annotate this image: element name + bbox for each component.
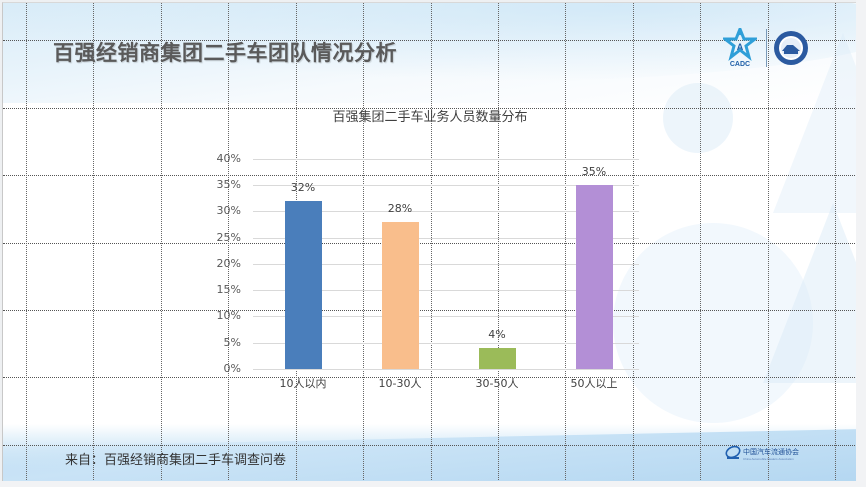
guide-line [3,108,857,109]
guide-line [3,445,857,446]
value-label: 4% [488,328,506,341]
y-tick: 20% [216,257,241,270]
guide-line [498,3,499,482]
y-tick: 25% [216,231,241,244]
svg-text:CADC: CADC [730,61,750,68]
gridline [253,316,639,317]
gridline [253,264,639,265]
gridline [253,290,639,291]
y-tick: 40% [216,152,241,165]
gridline [253,185,639,186]
y-tick: 10% [216,309,241,322]
chart-title: 百强集团二手车业务人员数量分布 [332,110,528,125]
x-tick: 30-50人 [475,377,519,390]
bar-10-30[interactable] [382,222,419,369]
guide-line [768,3,769,482]
cadc-logo-icon: A CADC [723,28,757,68]
guide-line [3,377,857,378]
bar-10-or-fewer[interactable] [285,201,322,369]
y-tick: 35% [216,178,241,191]
guide-line [3,243,857,244]
guide-line [3,175,857,176]
guide-line [93,3,94,482]
watermark-arc [613,223,813,423]
bar-chart: 0% 5% 10% 15% 20% 25% 30% 35% 40% 32% 28… [217,152,639,390]
x-tick: 10人以内 [279,377,327,390]
gridline [253,211,639,212]
value-label: 32% [290,181,316,194]
gridline [253,159,639,160]
gridline [253,343,639,344]
guide-line [228,3,229,482]
association-seal-icon [774,31,808,65]
x-tick: 50人以上 [570,377,618,390]
guide-line [3,310,857,311]
guide-line [700,3,701,482]
svg-text:中国汽车流通协会: 中国汽车流通协会 [743,447,799,456]
guide-line [161,3,162,482]
x-tick: 10-30人 [378,377,422,390]
slide-shadow-right [856,0,866,487]
guide-line [26,3,27,482]
guide-line [565,3,566,482]
svg-text:A: A [737,42,744,52]
gridline [253,238,639,239]
value-label: 28% [387,202,413,215]
watermark-triangle [763,203,857,383]
guide-line [363,3,364,482]
guide-line [3,40,857,41]
association-logo-icon: 中国汽车流通协会 China Automobile Dealers Associ… [725,445,799,461]
y-tick: 0% [223,362,241,375]
guide-line [431,3,432,482]
logo-divider [766,29,767,67]
x-axis-line [253,369,639,370]
value-label: 35% [581,165,607,178]
guide-line [633,3,634,482]
y-tick: 30% [216,204,241,217]
bar-30-50[interactable] [479,348,516,369]
y-tick: 5% [223,336,241,349]
bar-50-plus[interactable] [576,185,613,369]
header-swoosh [3,3,857,83]
guide-line [835,3,836,482]
source-note: 来自：百强经销商集团二手车调查问卷 [65,453,287,468]
slide: 百强经销商集团二手车团队情况分析 A CADC 百强集团二手车业务人员数量分布 … [2,2,857,482]
watermark-circle [663,83,733,153]
slide-shadow-bottom [0,481,866,487]
slide-title: 百强经销商集团二手车团队情况分析 [53,41,397,65]
svg-text:China Automobile Dealers Assoc: China Automobile Dealers Association [743,457,794,461]
y-tick: 15% [216,283,241,296]
